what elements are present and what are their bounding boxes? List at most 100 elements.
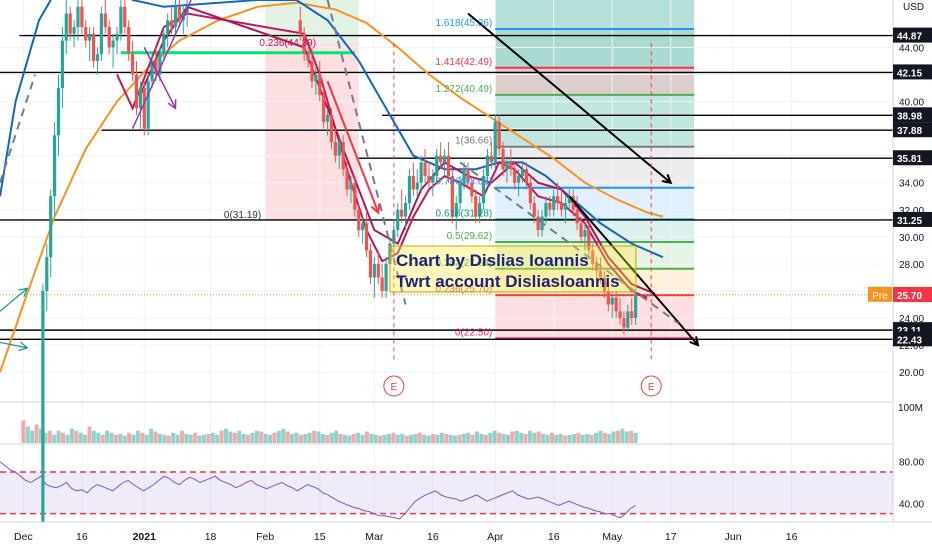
dashed-projection	[459, 161, 680, 325]
price-tick: 22.00	[899, 341, 924, 352]
volume-bar	[162, 434, 167, 443]
candle-body	[591, 250, 595, 264]
candle-body	[559, 203, 564, 210]
candle-body	[84, 27, 88, 41]
candle-body	[372, 263, 376, 278]
rsi-pane	[0, 461, 893, 520]
fib-level-label: 0(22.50)	[455, 327, 492, 338]
fib-level-label: 1.618(45.36)	[436, 18, 493, 29]
pre-tag	[868, 286, 892, 302]
volume-bar	[113, 434, 118, 443]
candle-body	[76, 6, 80, 28]
volume-bar	[576, 432, 581, 443]
volume-bar	[294, 432, 299, 443]
volume-bar	[571, 433, 576, 443]
candle-body	[337, 142, 341, 156]
price-label-bg	[893, 150, 932, 166]
volume-bar	[334, 430, 339, 443]
price-label-bg	[893, 64, 932, 80]
earnings-label: E	[648, 382, 655, 393]
price-label: 25.70	[897, 291, 922, 302]
candle-body	[497, 121, 501, 149]
candle-body	[111, 40, 115, 48]
price-tick: 34.00	[899, 179, 924, 190]
fib-level-label: 0.786(33.63)	[436, 177, 493, 188]
volume-bar	[356, 432, 361, 443]
candle-body	[45, 257, 49, 292]
forecast-arrow	[568, 195, 699, 346]
volume-bar	[470, 434, 475, 443]
price-tick: 44.00	[899, 43, 924, 54]
forecast-arrow-head	[661, 173, 673, 185]
forecast-arrow-head	[689, 336, 700, 347]
volume-bar	[201, 434, 206, 443]
volume-bar	[96, 432, 101, 443]
candle-body	[403, 203, 408, 217]
volume-bar	[523, 433, 528, 443]
candle-body	[435, 155, 439, 176]
time-tick: Mar	[365, 531, 384, 543]
candle-body	[349, 182, 353, 190]
candle-body	[130, 54, 135, 75]
candle-body	[322, 94, 326, 122]
volume-bar	[378, 435, 383, 443]
fib-level-label: 0.5(29.62)	[447, 231, 493, 242]
price-tick: 20.00	[899, 368, 924, 379]
volume-bar	[541, 433, 546, 443]
purple-arrow	[143, 47, 177, 109]
annotations: 0(22.50) 0.236(25.70) 0.382(27.64) 0.5(29.6…	[224, 18, 655, 393]
volume-bar	[558, 433, 563, 443]
candle-body	[517, 175, 521, 183]
volume-bar	[175, 434, 180, 443]
fib-band	[495, 295, 695, 339]
candle-body	[364, 223, 369, 251]
volume-bar	[78, 432, 83, 443]
earlier-fib-label: 0(31.19)	[224, 210, 261, 221]
candle-body	[532, 203, 536, 217]
volume-bar	[532, 432, 537, 443]
volume-bar	[563, 435, 568, 443]
dashed-projection	[326, 0, 407, 305]
volume-bar	[545, 434, 550, 443]
volume-bar	[589, 434, 594, 443]
volume-bar	[307, 432, 312, 443]
candle-body	[107, 27, 111, 48]
volume-bar	[386, 433, 391, 443]
volume-bar	[439, 432, 444, 443]
volume-bar	[312, 430, 317, 443]
candle-body	[166, 20, 170, 34]
volume-bar	[272, 432, 277, 443]
candle-body	[528, 182, 532, 204]
volume-bar	[254, 430, 259, 443]
fib-level-label: 0.382(27.64)	[436, 258, 493, 269]
volume-bar	[602, 432, 607, 443]
candle-body	[329, 115, 334, 143]
volume-bar	[347, 435, 352, 443]
volume-bar	[285, 431, 290, 443]
volume-bar	[259, 431, 264, 443]
candle-body	[626, 311, 630, 328]
candle-body	[353, 182, 357, 210]
fib-level-label: 1.272(40.49)	[436, 84, 493, 95]
candle-body	[115, 33, 119, 41]
volume-bar	[276, 430, 281, 443]
candle-body	[485, 155, 490, 176]
volume-bar	[268, 434, 273, 443]
price-label: 44.87	[897, 32, 922, 43]
green-arrow-head	[18, 341, 29, 352]
price-tick: 28.00	[899, 260, 924, 271]
candle-body	[146, 81, 150, 129]
candle-body	[169, 20, 174, 28]
candle-body	[41, 291, 45, 555]
volume-bar	[593, 432, 598, 443]
candle-body	[95, 54, 100, 61]
time-tick: 16	[548, 531, 560, 543]
candle-body	[563, 203, 568, 210]
volume-bar	[21, 420, 26, 443]
volume-bar	[298, 434, 303, 443]
volume-bar	[224, 428, 229, 443]
volume-bar	[629, 430, 634, 443]
volume-bar	[483, 434, 488, 443]
